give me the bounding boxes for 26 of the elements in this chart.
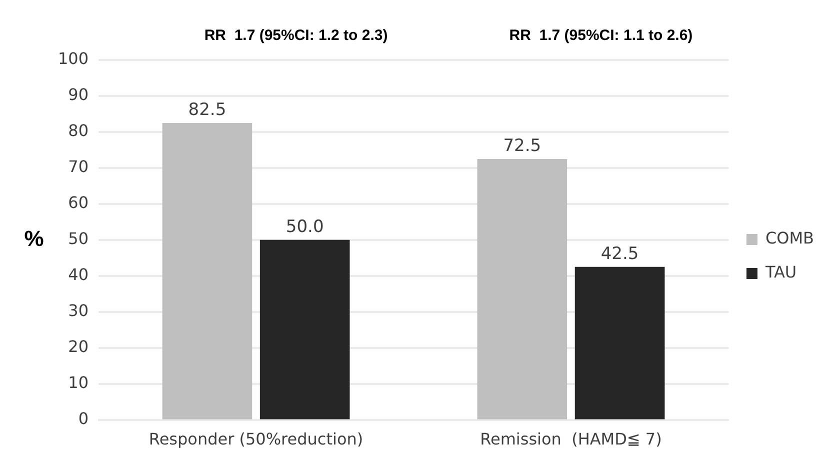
legend-label: TAU — [764, 262, 797, 282]
y-tick-label: 90 — [68, 85, 89, 104]
data-label: 42.5 — [600, 244, 639, 264]
data-label: 50.0 — [286, 216, 324, 237]
y-tick-label: 70 — [68, 157, 89, 176]
x-tick-label: Remission (HAMD≦ 7) — [480, 430, 662, 449]
y-axis-title: % — [24, 226, 44, 251]
y-tick-label: 60 — [68, 193, 89, 212]
y-tick-label: 10 — [68, 372, 89, 392]
bar — [574, 266, 665, 420]
y-tick-label: 100 — [58, 49, 89, 68]
data-label: 72.5 — [503, 136, 542, 156]
bar — [162, 122, 252, 420]
bar — [260, 240, 350, 420]
y-tick-label: 20 — [68, 336, 89, 356]
y-tick-label: 30 — [68, 301, 89, 320]
y-tick-label: 80 — [68, 121, 89, 140]
y-tick-label: 40 — [68, 265, 89, 284]
y-tick-label: 0 — [78, 408, 89, 428]
text: RR 1.7 (95%CI: 1.2 to 2.3) — [204, 27, 388, 44]
data-label: 82.5 — [188, 100, 226, 120]
y-tick-label: 50 — [68, 229, 89, 248]
text: RR 1.7 (95%CI: 1.1 to 2.6) — [509, 27, 693, 44]
legend-label: COMB — [765, 228, 814, 248]
x-tick-label: Responder (50%reduction) — [148, 430, 364, 449]
bar — [477, 158, 568, 420]
